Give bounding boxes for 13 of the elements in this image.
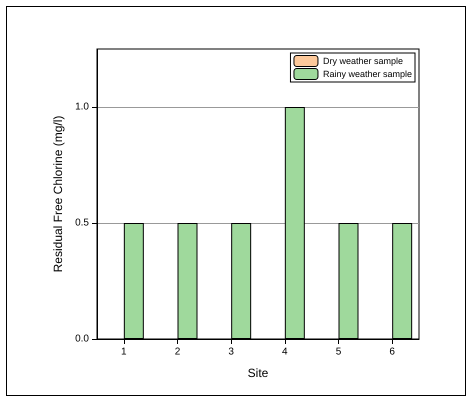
x-tick-label: 5: [336, 346, 342, 358]
x-tick-label: 4: [282, 346, 288, 358]
x-tick-label: 3: [228, 346, 234, 358]
x-tick-label: 6: [389, 346, 396, 358]
y-tick-label: 0.0: [75, 334, 90, 344]
legend-label: Rainy weather sample: [322, 69, 412, 79]
y-tick-label: 1.0: [75, 102, 90, 112]
x-tick-label: 2: [174, 346, 181, 358]
x-tick-label: 1: [121, 346, 128, 358]
y-axis-title: Residual Free Chlorine (mg/l): [51, 116, 66, 272]
legend-label: Dry weather sample: [322, 56, 403, 66]
x-axis-title: Site: [248, 366, 269, 380]
y-tick-label: 0.5: [75, 218, 90, 228]
